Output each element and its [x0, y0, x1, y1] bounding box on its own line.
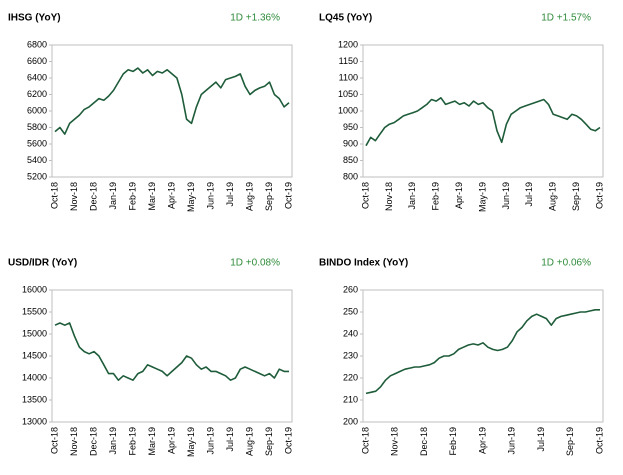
x-tick-label: Sep-19	[565, 427, 575, 456]
x-tick-label: Jul-19	[524, 182, 534, 207]
y-tick-label: 260	[343, 284, 358, 294]
y-tick-label: 250	[343, 306, 358, 316]
x-tick-label: Oct-18	[49, 182, 59, 209]
x-tick-label: Nov-18	[69, 427, 79, 456]
x-tick-label: Jul-19	[225, 427, 235, 452]
chart-panel: USD/IDR (YoY) 1D +0.08% 13000 13500 14000 145…	[8, 258, 293, 457]
x-tick-label: Jun-19	[205, 182, 215, 210]
x-tick-label: Oct-19	[594, 427, 604, 454]
line-series	[54, 67, 290, 135]
y-tick-label: 13500	[22, 394, 47, 404]
x-tick-label: Apr-19	[477, 427, 487, 454]
x-tick-label: Jun-19	[501, 182, 511, 210]
change-annotation: 1D +1.36%	[230, 13, 280, 24]
x-tick-label: Feb-19	[127, 182, 137, 211]
y-tick-label: 6600	[27, 56, 47, 66]
y-tick-label: 220	[343, 372, 358, 382]
chart-panel: IHSG (YoY) 1D +1.36% 5200 5400 5600 5800 6000 6…	[8, 13, 293, 212]
x-tick-label: Oct-18	[49, 427, 59, 454]
y-tick-label: 900	[343, 138, 358, 148]
x-tick-label: Mar-19	[147, 182, 157, 211]
plot-frame	[362, 44, 604, 178]
y-tick-label: 200	[343, 416, 358, 426]
x-tick-label: Dec-18	[88, 182, 98, 211]
y-tick-label: 6000	[27, 105, 47, 115]
x-tick-label: Feb-19	[431, 182, 441, 211]
x-tick-label: Sep-19	[264, 427, 274, 456]
chart-title: LQ45 (YoY)	[319, 13, 372, 24]
chart-title: IHSG (YoY)	[8, 13, 61, 24]
x-tick-label: Sep-19	[571, 182, 581, 211]
y-tick-label: 6200	[27, 89, 47, 99]
x-tick-label: Dec-18	[419, 427, 429, 456]
chart-panel: BINDO Index (YoY) 1D +0.06% 200 210 220 230 24…	[319, 258, 604, 456]
x-tick-label: Apr-19	[166, 427, 176, 454]
y-tick-label: 1000	[338, 105, 358, 115]
change-annotation: 1D +0.08%	[230, 258, 280, 269]
x-tick-label: Apr-19	[454, 182, 464, 209]
y-tick-label: 230	[343, 350, 358, 360]
x-tick-label: Oct-18	[360, 427, 370, 454]
x-tick-label: Oct-19	[283, 182, 293, 209]
x-tick-label: May-19	[477, 182, 487, 212]
y-tick-label: 14500	[22, 350, 47, 360]
x-tick-label: Feb-19	[448, 427, 458, 456]
x-tick-label: Jul-19	[225, 182, 235, 207]
x-tick-label: Jun-19	[205, 427, 215, 455]
y-tick-label: 1050	[338, 89, 358, 99]
plot-frame	[51, 44, 293, 178]
chart-panel: LQ45 (YoY) 1D +1.57% 800 850 900 950 1000 1050 1…	[319, 13, 604, 212]
y-tick-label: 6800	[27, 39, 47, 49]
y-tick-label: 5200	[27, 171, 47, 181]
y-tick-label: 5400	[27, 155, 47, 165]
chart-title: BINDO Index (YoY)	[319, 258, 408, 269]
change-annotation: 1D +0.06%	[541, 258, 591, 269]
y-tick-label: 5600	[27, 138, 47, 148]
y-tick-label: 240	[343, 328, 358, 338]
chart-title: USD/IDR (YoY)	[8, 258, 77, 269]
x-tick-label: Jan-19	[108, 427, 118, 455]
y-tick-label: 1100	[339, 72, 358, 82]
y-tick-label: 1150	[339, 56, 358, 66]
x-tick-label: Feb-19	[127, 427, 137, 456]
x-tick-label: Aug-19	[244, 427, 254, 456]
x-tick-label: Aug-19	[244, 182, 254, 211]
y-tick-label: 210	[343, 394, 358, 404]
x-tick-label: Jul-19	[536, 427, 546, 452]
y-tick-label: 15500	[22, 306, 47, 316]
x-tick-label: Jan-19	[108, 182, 118, 210]
x-tick-label: Oct-19	[594, 182, 604, 209]
y-tick-label: 1200	[338, 39, 358, 49]
x-tick-label: Jun-19	[507, 427, 517, 455]
plot-frame	[51, 289, 293, 423]
y-tick-label: 15000	[22, 328, 47, 338]
y-tick-label: 800	[343, 171, 358, 181]
plot-frame	[362, 289, 604, 423]
x-tick-label: Nov-18	[390, 427, 400, 456]
x-tick-label: May-19	[186, 182, 196, 212]
x-tick-label: Oct-19	[283, 427, 293, 454]
x-tick-label: Nov-18	[384, 182, 394, 211]
y-tick-label: 950	[343, 122, 358, 132]
y-tick-label: 16000	[22, 284, 47, 294]
change-annotation: 1D +1.57%	[541, 13, 591, 24]
x-tick-label: Jan-19	[407, 182, 417, 210]
line-series	[365, 97, 601, 147]
y-tick-label: 13000	[22, 416, 47, 426]
y-tick-label: 850	[343, 155, 358, 165]
x-tick-label: Apr-19	[166, 182, 176, 209]
x-tick-label: Nov-18	[69, 182, 79, 211]
x-tick-label: Dec-18	[88, 427, 98, 456]
x-tick-label: May-19	[186, 427, 196, 457]
x-tick-label: Sep-19	[264, 182, 274, 211]
line-series	[54, 322, 289, 381]
line-series	[365, 309, 600, 395]
y-tick-label: 6400	[27, 72, 47, 82]
y-tick-label: 14000	[22, 372, 47, 382]
y-tick-label: 5800	[27, 122, 47, 132]
x-tick-label: Aug-19	[548, 182, 558, 211]
x-tick-label: Oct-18	[360, 182, 370, 209]
x-tick-label: Mar-19	[147, 427, 157, 456]
